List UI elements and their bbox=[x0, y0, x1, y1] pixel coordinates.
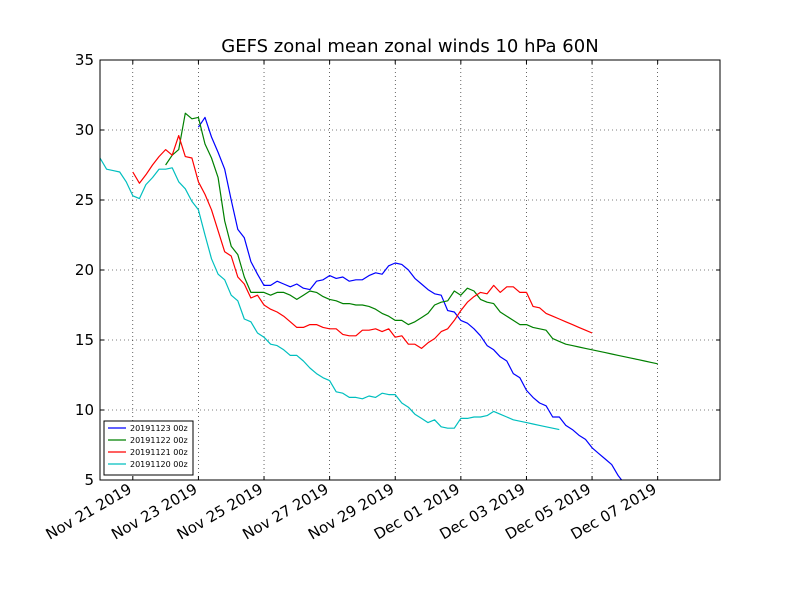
y-tick-label: 30 bbox=[75, 121, 94, 139]
y-tick-label: 10 bbox=[75, 401, 94, 419]
y-tick-label: 35 bbox=[75, 51, 94, 69]
chart-title: GEFS zonal mean zonal winds 10 hPa 60N bbox=[221, 36, 598, 57]
y-tick-label: 5 bbox=[84, 471, 94, 489]
y-tick-label: 25 bbox=[75, 191, 94, 209]
y-tick-label: 20 bbox=[75, 261, 94, 279]
chart: GEFS zonal mean zonal winds 10 hPa 60N 5… bbox=[0, 0, 800, 600]
legend-label: 20191121 00z bbox=[130, 448, 188, 457]
legend-label: 20191122 00z bbox=[130, 436, 188, 445]
legend-label: 20191120 00z bbox=[130, 460, 188, 469]
legend-label: 20191123 00z bbox=[130, 424, 188, 433]
y-tick-label: 15 bbox=[75, 331, 94, 349]
legend: 20191123 00z 20191122 00z 20191121 00z 2019… bbox=[104, 421, 193, 475]
